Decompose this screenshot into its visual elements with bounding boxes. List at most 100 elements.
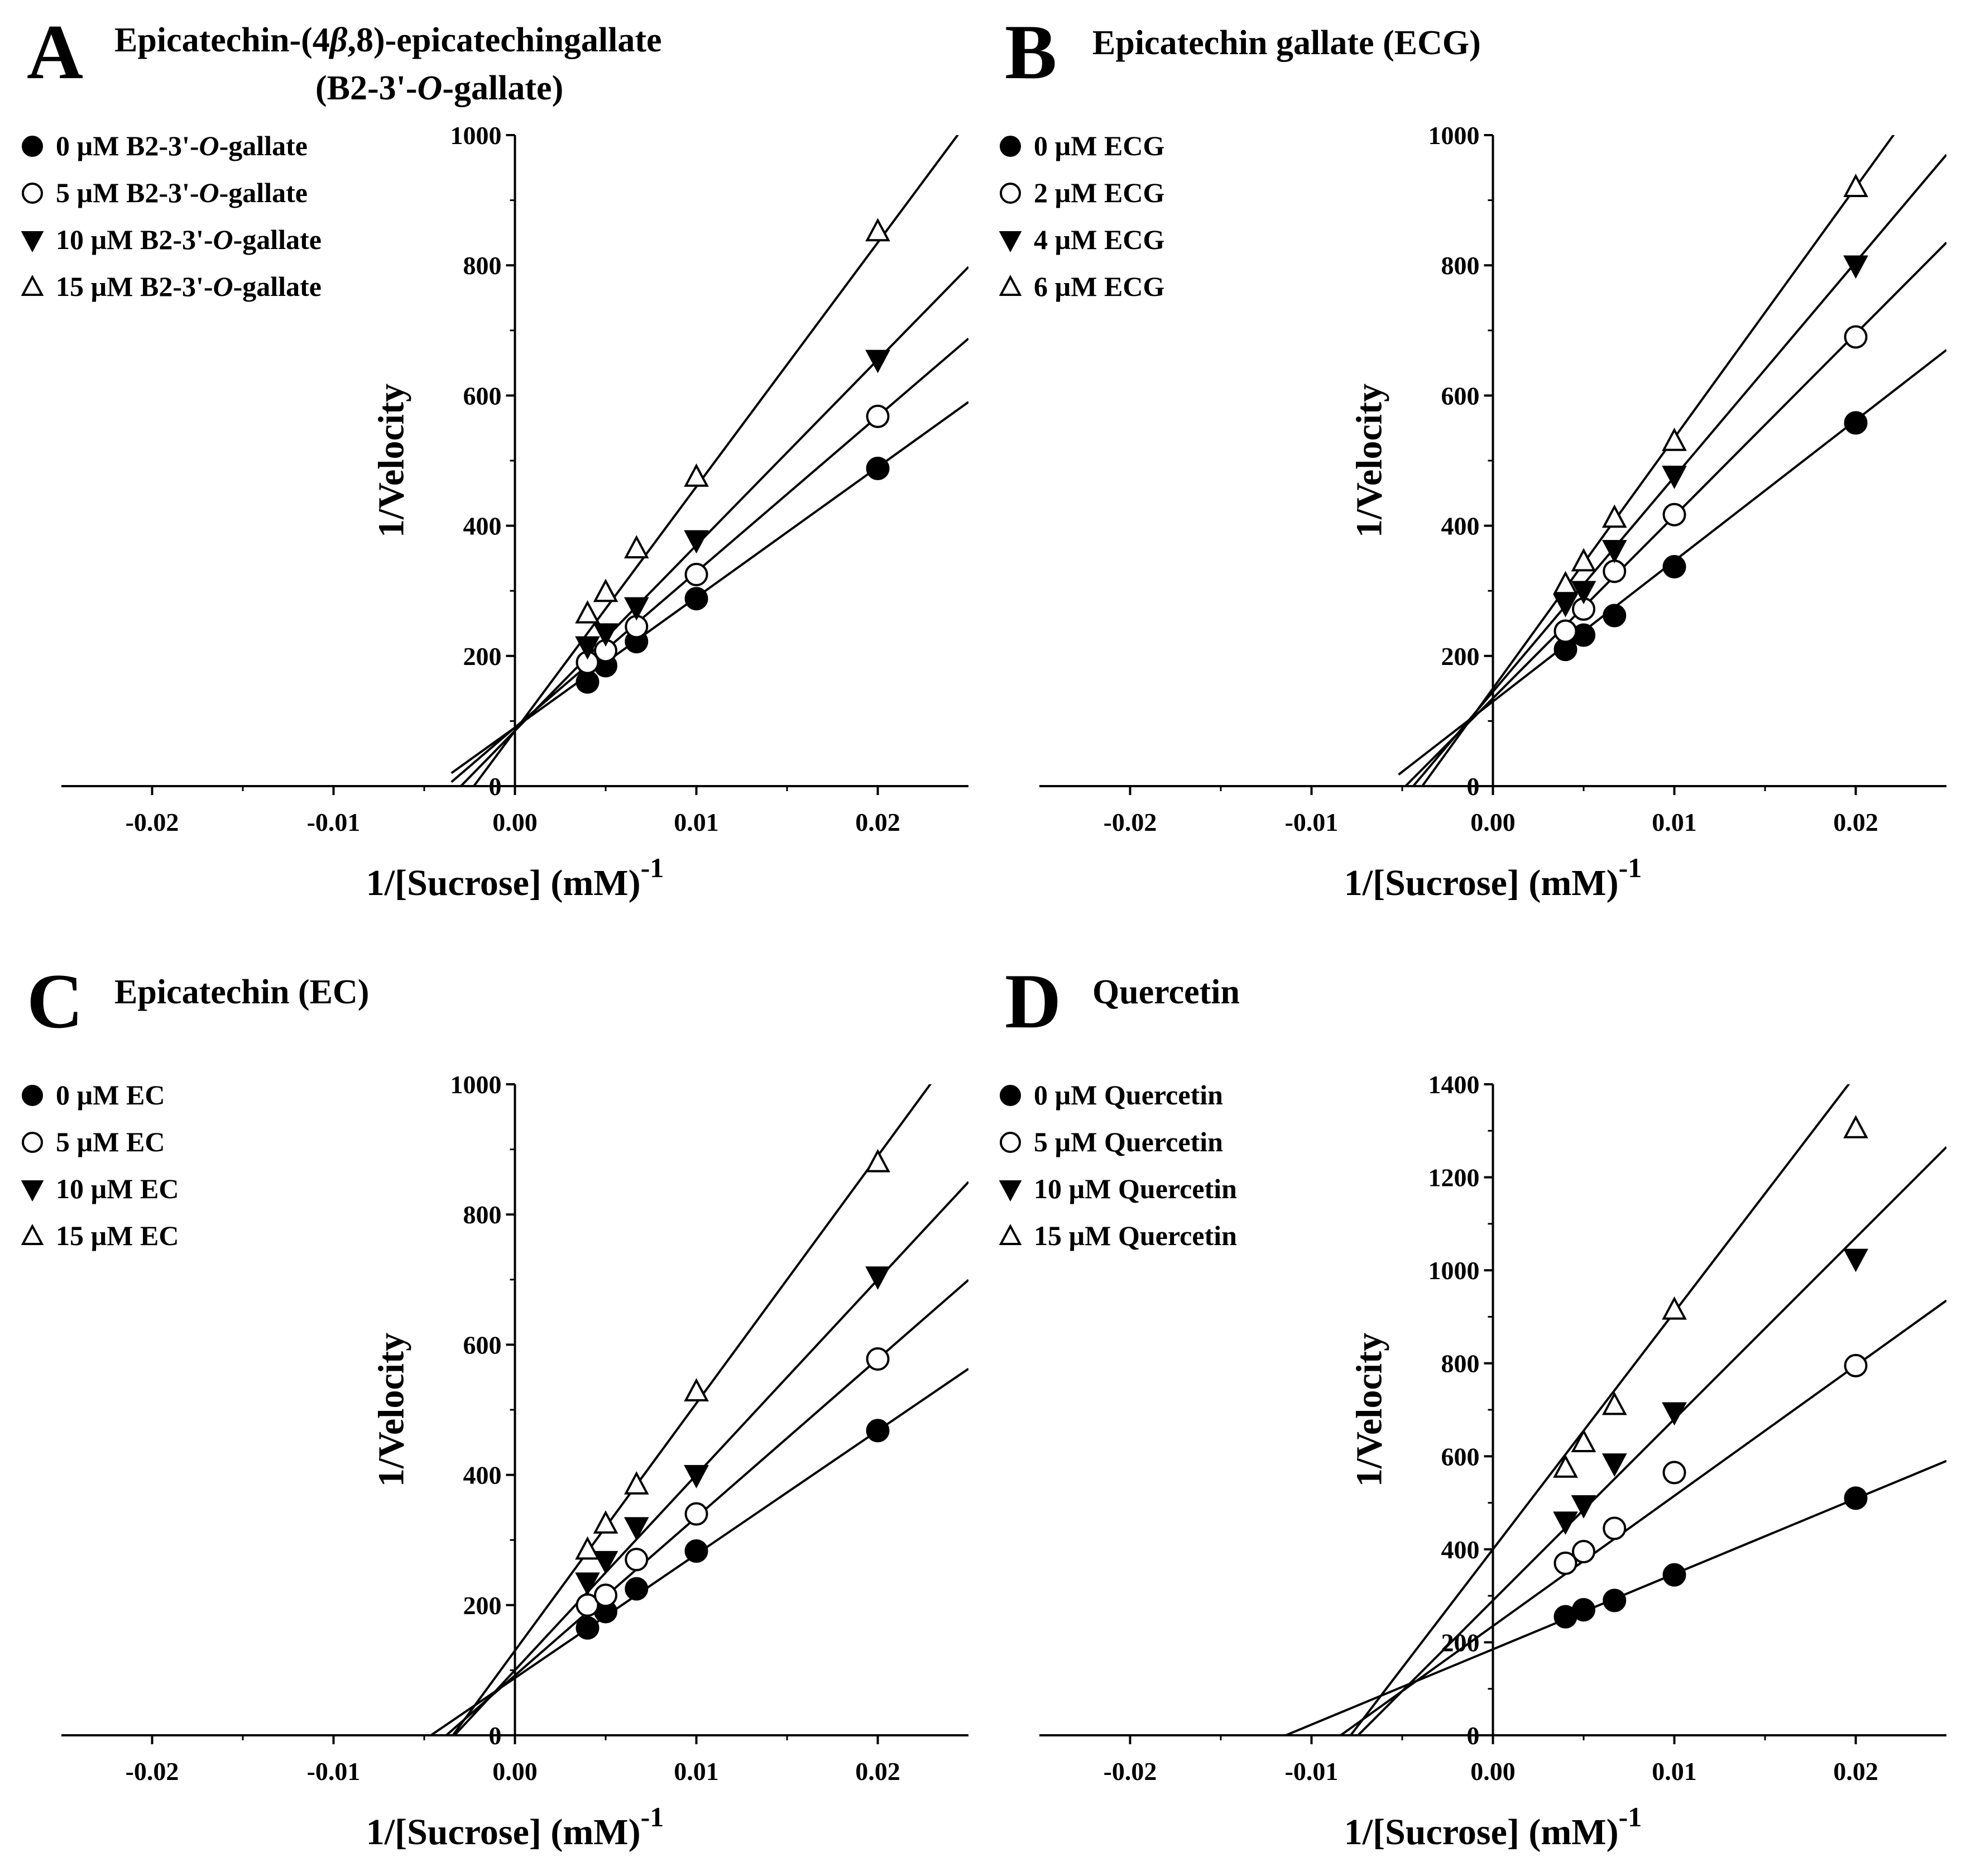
panel-d: D Quercetin-0.02 -0.01 0.00 0.01 0.0202004006… bbox=[999, 958, 1946, 1853]
data-point bbox=[1843, 255, 1868, 279]
legend-label: 10 µM Quercetin bbox=[1034, 1173, 1237, 1204]
data-point bbox=[1844, 411, 1868, 435]
series-2-points bbox=[1553, 255, 1868, 618]
data-point bbox=[575, 636, 600, 660]
legend-label: 4 µM ECG bbox=[1034, 224, 1164, 255]
legend-label: 5 µM EC bbox=[56, 1126, 165, 1157]
legend-marker bbox=[21, 1223, 44, 1246]
chart-title-line: Epicatechin gallate (ECG) bbox=[1092, 24, 1481, 62]
y-tick-label: 0 bbox=[1467, 1721, 1480, 1750]
data-point bbox=[684, 587, 708, 611]
legend-label-run: -gallate bbox=[219, 177, 308, 208]
legend-label-run: 5 µM B2-3'- bbox=[56, 177, 199, 208]
y-tick-label: 1200 bbox=[1428, 1164, 1480, 1192]
data-point bbox=[684, 1465, 709, 1489]
legend-label-run: O bbox=[213, 224, 233, 255]
chart-title-line-run: Epicatechin-(4 bbox=[114, 21, 330, 59]
x-tick-label: 0.00 bbox=[492, 808, 538, 836]
legend-label: 10 µM B2-3'-O-gallate bbox=[56, 224, 322, 255]
data-point bbox=[1553, 1511, 1578, 1535]
legend-marker bbox=[999, 1223, 1022, 1246]
legend-label-run: 15 µM B2-3'- bbox=[56, 271, 213, 302]
x-tick-label: 0.02 bbox=[855, 1757, 900, 1786]
chart-title-line-run: ,8)-epicatechingallate bbox=[348, 21, 662, 59]
legend-label-run: 6 µM ECG bbox=[1034, 271, 1164, 302]
x-tick-label: -0.02 bbox=[1104, 1757, 1157, 1786]
x-axis-label: 1/[Sucrose] (mM)-1 bbox=[366, 852, 664, 903]
legend-label: 0 µM ECG bbox=[1034, 130, 1164, 161]
data-point bbox=[866, 404, 890, 428]
data-point bbox=[1572, 1598, 1595, 1622]
chart-title-line: Quercetin bbox=[1092, 973, 1240, 1011]
data-point bbox=[1843, 1115, 1868, 1138]
y-tick-label: 0 bbox=[1467, 772, 1480, 801]
series-2-points bbox=[575, 350, 890, 660]
y-tick-label: 1000 bbox=[1428, 121, 1480, 150]
data-point bbox=[575, 600, 600, 624]
y-axis-label: 1/Velocity bbox=[371, 384, 412, 538]
fit-line-series-3 bbox=[1349, 1084, 1850, 1735]
legend-marker bbox=[1000, 183, 1021, 204]
data-point bbox=[1553, 1551, 1577, 1575]
y-tick-label: 0 bbox=[489, 1721, 502, 1750]
legend-marker bbox=[999, 274, 1022, 296]
data-point bbox=[1571, 581, 1596, 605]
legend-label-run: 10 µM Quercetin bbox=[1034, 1173, 1237, 1204]
data-point bbox=[1553, 594, 1578, 618]
legend-label-run: 0 µM EC bbox=[56, 1079, 165, 1111]
data-point bbox=[1662, 1296, 1687, 1320]
data-point bbox=[1844, 325, 1868, 349]
series-0-points bbox=[576, 1419, 890, 1640]
data-point bbox=[684, 1378, 709, 1402]
data-point bbox=[624, 1471, 649, 1495]
y-tick-label: 1000 bbox=[450, 121, 502, 150]
x-axis-label-text: 1/[Sucrose] (mM) bbox=[366, 863, 641, 903]
data-point bbox=[593, 623, 618, 647]
series-3-points bbox=[1553, 174, 1868, 595]
x-tick-label: 0.00 bbox=[492, 1757, 538, 1786]
data-point bbox=[576, 1616, 600, 1640]
data-point bbox=[1843, 174, 1868, 197]
data-point bbox=[865, 350, 890, 374]
chart-title-line: Epicatechin (EC) bbox=[114, 973, 369, 1011]
y-tick-label: 200 bbox=[463, 1591, 502, 1620]
y-tick-label: 800 bbox=[463, 251, 502, 280]
x-tick-label: -0.02 bbox=[1104, 808, 1157, 836]
data-point bbox=[575, 1572, 600, 1596]
data-point bbox=[1662, 466, 1687, 489]
legend-label: 5 µM B2-3'-O-gallate bbox=[56, 177, 308, 208]
x-axis-label-text: 1/[Sucrose] (mM) bbox=[1344, 1812, 1619, 1853]
panel-letter: C bbox=[27, 958, 83, 1045]
data-point bbox=[576, 670, 600, 694]
legend-label: 0 µM Quercetin bbox=[1034, 1079, 1223, 1111]
x-tick-label: -0.02 bbox=[126, 808, 179, 836]
legend-label-run: -gallate bbox=[233, 224, 322, 255]
data-point bbox=[1553, 571, 1578, 595]
legend-marker bbox=[22, 136, 43, 157]
data-point bbox=[1601, 1453, 1627, 1477]
legend-label-run: 15 µM Quercetin bbox=[1034, 1220, 1237, 1251]
panel-a: A Epicatechin-(4β,8)-epicatechingallate (B… bbox=[21, 9, 968, 903]
data-point bbox=[575, 1536, 600, 1560]
y-tick-label: 400 bbox=[1441, 512, 1480, 540]
chart-title-line: Epicatechin-(4β,8)-epicatechingallate bbox=[114, 21, 662, 59]
legend-marker bbox=[1000, 1132, 1021, 1153]
y-tick-label: 600 bbox=[463, 1331, 502, 1359]
x-tick-label: -0.01 bbox=[307, 1757, 361, 1786]
series-3-points bbox=[575, 1148, 890, 1560]
data-point bbox=[1844, 1353, 1868, 1377]
data-point bbox=[865, 1266, 890, 1290]
data-point bbox=[1571, 1429, 1596, 1452]
legend-marker bbox=[999, 1180, 1022, 1202]
legend-label-run: -gallate bbox=[219, 130, 308, 161]
x-axis-label-superscript: -1 bbox=[1619, 852, 1642, 883]
series-1-points bbox=[1553, 1353, 1868, 1575]
data-point bbox=[1844, 1486, 1868, 1510]
data-point bbox=[1571, 548, 1596, 572]
panel-letter: D bbox=[1005, 958, 1061, 1045]
data-point bbox=[593, 1550, 618, 1574]
chart-title-line-run: Quercetin bbox=[1092, 973, 1240, 1011]
y-tick-label: 800 bbox=[463, 1200, 502, 1229]
x-axis-label-superscript: -1 bbox=[641, 1801, 664, 1832]
